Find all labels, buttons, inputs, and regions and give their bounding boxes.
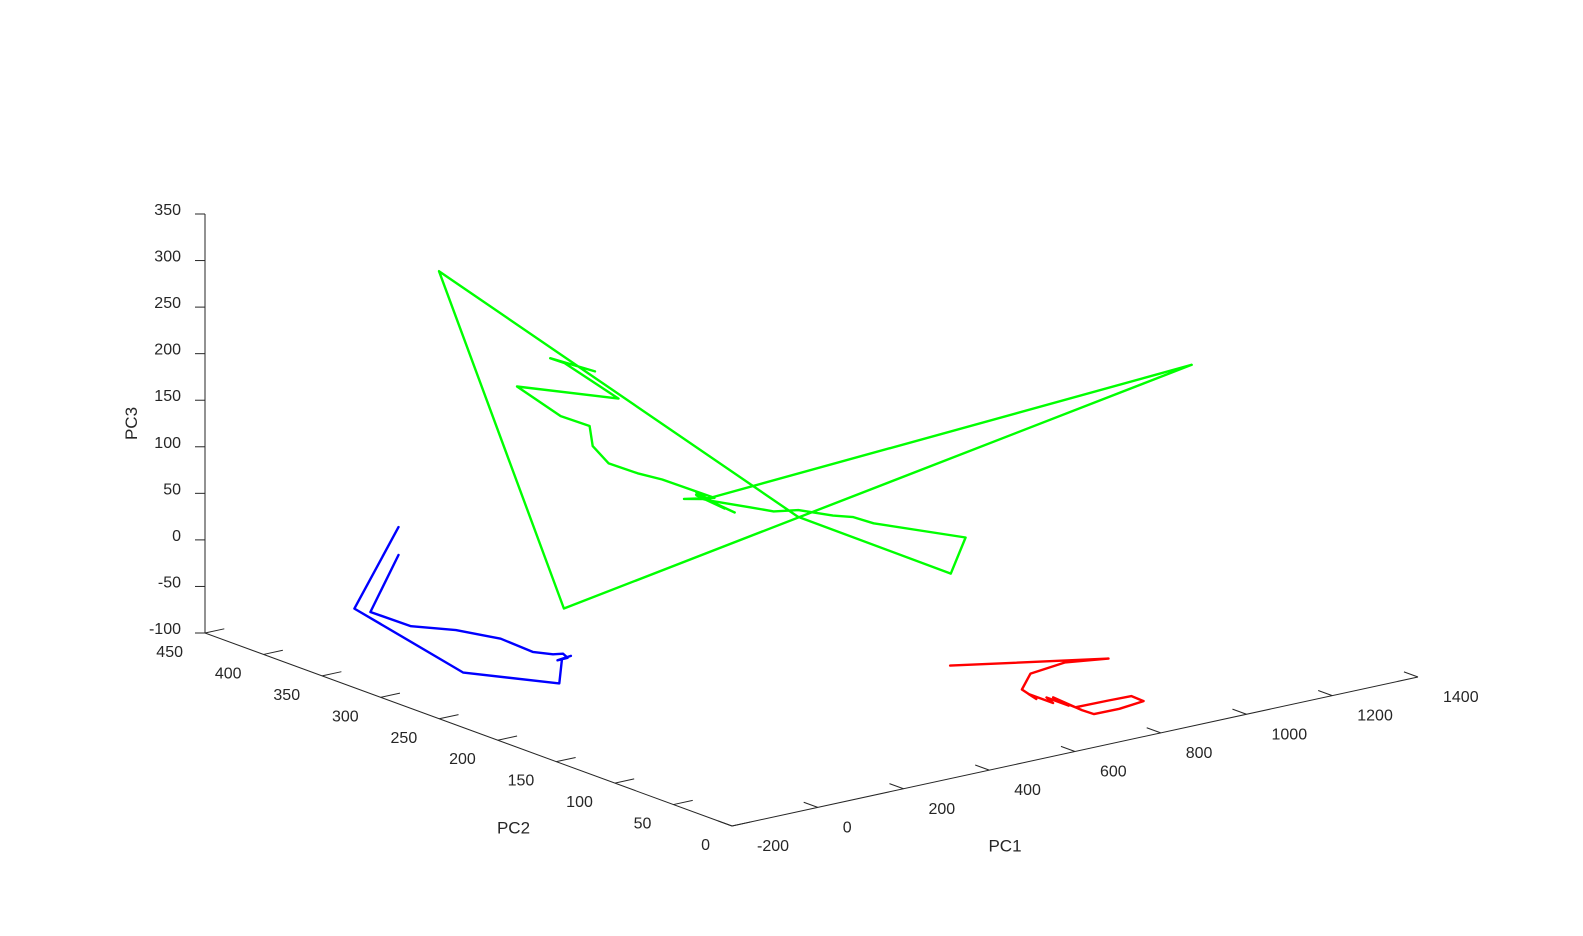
series-line-2: [353, 525, 573, 685]
series-line-3: [948, 657, 1145, 716]
pc1-tick: [975, 764, 990, 771]
pc2-tick-label: 250: [391, 730, 418, 747]
pc1-tick: [1232, 708, 1247, 715]
pc1-axis-label: PC1: [988, 837, 1021, 856]
pc2-tick: [614, 778, 635, 784]
pc1-tick-label: 1200: [1357, 708, 1393, 725]
pc2-tick: [204, 628, 225, 634]
pc1-tick: [717, 820, 733, 827]
pc3-tick-label: 150: [154, 388, 181, 405]
pc1-tick-label: 1000: [1272, 726, 1308, 743]
pc2-tick-label: 50: [634, 816, 652, 833]
pc3-tick-label: 50: [163, 481, 181, 498]
pc1-tick-label: 200: [929, 801, 956, 818]
pc2-tick: [731, 821, 752, 827]
pc3-tick-label: 0: [172, 528, 181, 545]
pc1-tick: [803, 801, 818, 808]
pc2-ticks: 0 50 100 150 200 250 300 350 400 450: [156, 628, 752, 854]
pc1-tick: [1146, 727, 1161, 734]
pc2-tick: [322, 671, 342, 677]
pc1-tick: [1318, 690, 1333, 697]
pc1-tick-label: 1400: [1443, 689, 1479, 706]
pc2-axis-label: PC2: [497, 819, 530, 838]
pc2-axis-line: [204, 632, 733, 827]
pc2-tick-label: 450: [156, 644, 183, 661]
pc1-tick: [1403, 671, 1419, 678]
pc2-tick-label: 300: [332, 708, 359, 725]
pc3-tick-label: 200: [154, 342, 181, 359]
pc2-tick: [556, 756, 576, 763]
pc1-tick-label: 800: [1186, 745, 1213, 762]
pc3-axis-label: PC3: [122, 407, 141, 440]
pc2-tick: [263, 649, 283, 655]
pc1-ticks: -200 0 200 400 600 800 1000 1200 1400: [717, 671, 1479, 855]
pc1-tick-label: 600: [1100, 764, 1127, 781]
pc1-tick: [889, 783, 904, 790]
pc2-tick-label: 400: [215, 665, 242, 682]
pc2-tick: [673, 799, 693, 806]
pc2-tick-label: 150: [508, 773, 535, 790]
pc1-tick: [1060, 745, 1076, 752]
pc2-tick-label: 350: [273, 687, 300, 704]
series-line-1: [437, 270, 1193, 610]
pc3-tick-label: -100: [149, 621, 181, 638]
pc2-tick-label: 200: [449, 751, 476, 768]
pc3-tick-label: 250: [154, 295, 181, 312]
pc2-tick: [380, 692, 401, 698]
pc3-tick-label: 100: [154, 435, 181, 452]
pc2-tick: [439, 714, 459, 720]
series-lines: [353, 270, 1193, 716]
pc3-ticks: -100 -50 0 50 100 150 200 250 300 350: [149, 202, 205, 638]
pc2-tick-label: 0: [701, 837, 710, 854]
pc3-tick-label: -50: [158, 574, 181, 591]
pc3-tick-label: 350: [154, 202, 181, 219]
axes: -100 -50 0 50 100 150 200 250 300 350 0 50 100 150 20…: [149, 202, 1479, 855]
pc1-tick-label: -200: [757, 838, 789, 855]
pc1-tick-label: 0: [843, 819, 852, 836]
pc2-tick: [497, 735, 518, 741]
pc1-tick-label: 400: [1014, 782, 1041, 799]
pc2-tick-label: 100: [566, 794, 593, 811]
pc3-tick-label: 300: [154, 249, 181, 266]
